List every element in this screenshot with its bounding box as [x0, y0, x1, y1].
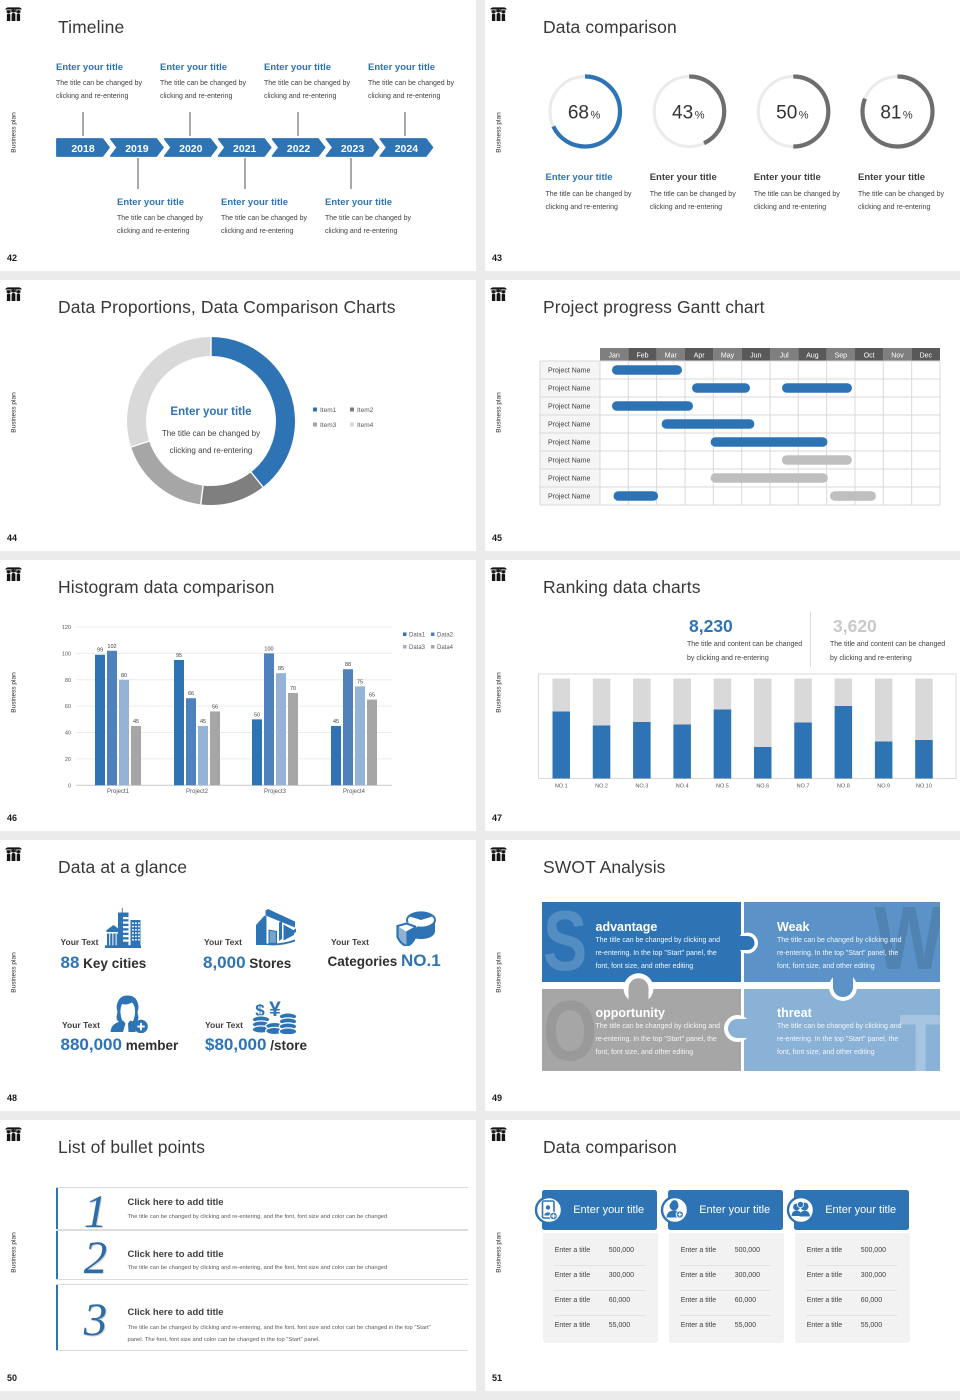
svg-text:120: 120	[62, 625, 71, 631]
svg-text:45: 45	[333, 719, 339, 725]
svg-text:NO.6: NO.6	[756, 784, 769, 790]
svg-text:75: 75	[357, 679, 363, 685]
svg-text:Project Name: Project Name	[548, 404, 591, 411]
svg-text:NO.5: NO.5	[716, 784, 729, 790]
svg-text:Item3: Item3	[320, 422, 337, 429]
svg-text:45: 45	[133, 719, 139, 725]
svg-text:Project Name: Project Name	[548, 368, 591, 375]
svg-text:Item2: Item2	[357, 407, 374, 414]
svg-text:%: %	[799, 110, 809, 122]
svg-text:102: 102	[107, 644, 116, 650]
svg-text:2024: 2024	[395, 143, 419, 155]
svg-text:88: 88	[345, 662, 351, 668]
svg-text:Item4: Item4	[357, 422, 374, 429]
svg-text:Dec: Dec	[920, 353, 933, 360]
svg-text:NO.7: NO.7	[797, 784, 810, 790]
svg-text:100: 100	[62, 651, 71, 657]
svg-text:Project Name: Project Name	[548, 476, 591, 483]
svg-text:60: 60	[65, 704, 71, 710]
svg-text:$: $	[255, 1001, 265, 1020]
svg-text:NO.3: NO.3	[635, 784, 648, 790]
svg-text:Aug: Aug	[806, 353, 819, 360]
svg-text:85: 85	[278, 666, 284, 672]
svg-text:Project Name: Project Name	[548, 422, 591, 429]
svg-text:68: 68	[568, 103, 589, 124]
svg-text:NO.4: NO.4	[676, 784, 689, 790]
svg-text:Project3: Project3	[264, 789, 287, 795]
svg-text:Project2: Project2	[186, 789, 209, 795]
svg-text:%: %	[591, 110, 601, 122]
svg-text:%: %	[695, 110, 705, 122]
svg-text:Project Name: Project Name	[548, 458, 591, 465]
svg-text:0: 0	[68, 783, 71, 789]
svg-text:Item1: Item1	[320, 407, 337, 414]
svg-text:43: 43	[672, 103, 693, 124]
svg-text:45: 45	[200, 719, 206, 725]
svg-text:Project Name: Project Name	[548, 494, 591, 501]
svg-text:NO.10: NO.10	[916, 784, 932, 790]
svg-text:Oct: Oct	[864, 353, 875, 360]
svg-text:50: 50	[776, 103, 797, 124]
svg-text:Jun: Jun	[750, 353, 761, 360]
svg-text:Data3: Data3	[409, 645, 426, 651]
svg-text:80: 80	[65, 678, 71, 684]
svg-text:NO.9: NO.9	[877, 784, 890, 790]
svg-text:95: 95	[176, 653, 182, 659]
svg-text:2021: 2021	[233, 143, 257, 155]
svg-text:80: 80	[121, 673, 127, 679]
svg-text:20: 20	[65, 757, 71, 763]
svg-text:Jan: Jan	[609, 353, 620, 360]
svg-text:100: 100	[264, 646, 273, 652]
svg-text:Project1: Project1	[107, 789, 130, 795]
svg-text:66: 66	[188, 691, 194, 697]
svg-text:¥: ¥	[269, 998, 281, 1021]
svg-text:Data1: Data1	[409, 633, 426, 639]
svg-text:2019: 2019	[125, 143, 149, 155]
svg-text:2018: 2018	[71, 143, 95, 155]
svg-text:81: 81	[880, 103, 901, 124]
svg-text:99: 99	[97, 648, 103, 654]
svg-text:NO.8: NO.8	[837, 784, 850, 790]
svg-text:2023: 2023	[341, 143, 365, 155]
svg-text:Data4: Data4	[437, 645, 454, 651]
svg-text:NO.2: NO.2	[595, 784, 608, 790]
svg-text:Mar: Mar	[665, 353, 678, 360]
svg-text:2020: 2020	[179, 143, 203, 155]
svg-text:Project Name: Project Name	[548, 440, 591, 447]
svg-text:%: %	[903, 110, 913, 122]
svg-text:Feb: Feb	[636, 353, 648, 360]
svg-text:65: 65	[369, 693, 375, 699]
svg-text:Sep: Sep	[835, 353, 848, 360]
svg-text:Data2: Data2	[437, 633, 454, 639]
svg-text:Apr: Apr	[694, 353, 706, 360]
svg-text:Project Name: Project Name	[548, 386, 591, 393]
svg-text:Project4: Project4	[343, 789, 366, 795]
svg-text:40: 40	[65, 731, 71, 737]
svg-text:Nov: Nov	[891, 353, 904, 360]
svg-text:56: 56	[212, 704, 218, 710]
svg-text:NO.1: NO.1	[555, 784, 568, 790]
svg-text:50: 50	[254, 712, 260, 718]
svg-text:2022: 2022	[287, 143, 311, 155]
svg-text:Jul: Jul	[780, 353, 789, 360]
svg-text:May: May	[721, 353, 735, 360]
svg-text:70: 70	[290, 686, 296, 692]
